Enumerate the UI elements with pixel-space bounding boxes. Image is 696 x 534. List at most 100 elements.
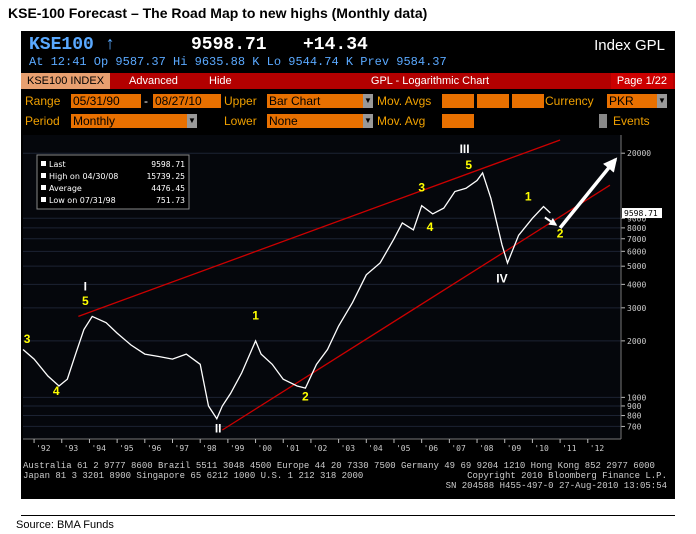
x-tick-label: '11 <box>562 444 577 453</box>
wave-label-minor: 5 <box>82 294 89 308</box>
range-label: Range <box>25 94 61 108</box>
settings-row-1: Range 05/31/90 - 08/27/10 Upper Bar Char… <box>21 93 675 111</box>
x-tick-label: '01 <box>285 444 300 453</box>
legend-label: High on 04/30/08 <box>49 172 118 181</box>
legend-value: 4476.45 <box>151 184 185 193</box>
wave-label-minor: 5 <box>465 158 472 172</box>
x-tick-label: '07 <box>451 444 466 453</box>
legend-value: 751.73 <box>156 196 185 205</box>
upper-dropdown-icon[interactable]: ▼ <box>363 94 373 108</box>
x-tick-label: '94 <box>91 444 106 453</box>
x-tick-label: '06 <box>424 444 439 453</box>
range-to-input[interactable]: 08/27/10 <box>153 94 221 108</box>
chart-type-title: GPL - Logarithmic Chart <box>370 75 490 87</box>
ticker-symbol: KSE100 ↑ <box>29 35 116 55</box>
channel-lower-line <box>221 184 611 431</box>
mov-avg-label: Mov. Avg <box>377 114 426 128</box>
currency-label: Currency <box>545 94 594 108</box>
y-tick-label: 700 <box>627 422 642 431</box>
last-price-tag <box>622 208 662 219</box>
wave-label-major: IV <box>496 271 507 285</box>
currency-dropdown-icon[interactable]: ▼ <box>657 94 667 108</box>
legend-label: Low on 07/31/98 <box>49 196 116 205</box>
settings-row-2: Period Monthly ▼ Lower None ▼ Mov. Avg E… <box>21 113 675 131</box>
y-tick-label: 5000 <box>627 262 646 271</box>
index-name: Index GPL <box>594 37 665 54</box>
contact-footer-2: Japan 81 3 3201 8900 Singapore 65 6212 1… <box>23 471 364 481</box>
last-price-tag-label: 9598.71 <box>624 209 658 218</box>
x-tick-label: '09 <box>507 444 522 453</box>
wave-label-minor: 4 <box>53 384 60 398</box>
x-tick-label: '00 <box>258 444 273 453</box>
lower-select[interactable]: None <box>267 114 363 128</box>
y-tick-label: 20000 <box>627 149 651 158</box>
period-dropdown-icon[interactable]: ▼ <box>187 114 197 128</box>
y-tick-label: 7000 <box>627 235 646 244</box>
y-tick-label: 9000 <box>627 214 646 223</box>
forecast-arrow <box>558 157 618 229</box>
copyright: Copyright 2010 Bloomberg Finance L.P. <box>467 471 667 481</box>
y-tick-label: 4000 <box>627 280 646 289</box>
wave-label-minor: 3 <box>418 180 425 194</box>
legend-value: 9598.71 <box>151 160 185 169</box>
x-tick-label: '03 <box>341 444 356 453</box>
price-change: +14.34 <box>303 35 368 55</box>
mov-avgs-input-2[interactable] <box>477 94 509 108</box>
upper-label: Upper <box>224 94 257 108</box>
wave-label-minor: 2 <box>557 227 564 241</box>
tab-kse100-index[interactable]: KSE100 INDEX <box>21 73 111 89</box>
legend-marker <box>41 161 46 166</box>
x-tick-label: '95 <box>119 444 134 453</box>
pullback-arrow <box>544 216 558 226</box>
tab-hide[interactable]: Hide <box>209 75 232 87</box>
period-select[interactable]: Monthly <box>71 114 187 128</box>
wave-label-major: I <box>84 280 87 294</box>
page-title: KSE-100 Forecast – The Road Map to new h… <box>8 5 428 21</box>
lower-dropdown-icon[interactable]: ▼ <box>363 114 373 128</box>
x-tick-label: '12 <box>590 444 605 453</box>
y-tick-label: 2000 <box>627 337 646 346</box>
period-label: Period <box>25 114 60 128</box>
currency-select[interactable]: PKR <box>607 94 657 108</box>
page-indicator[interactable]: Page 1/22 <box>610 73 673 89</box>
wave-label-minor: 3 <box>24 332 31 346</box>
events-checkbox[interactable] <box>599 114 607 128</box>
wave-label-major: II <box>215 421 222 435</box>
x-tick-label: '08 <box>479 444 494 453</box>
x-tick-label: '10 <box>534 444 549 453</box>
legend-box <box>36 154 190 210</box>
events-label[interactable]: Events <box>613 114 650 128</box>
y-tick-label: 900 <box>627 402 642 411</box>
legend-label: Average <box>49 184 82 193</box>
mov-avg-input[interactable] <box>442 114 474 128</box>
price-series-line <box>22 171 551 421</box>
legend-marker <box>41 197 46 202</box>
y-tick-label: 8000 <box>627 224 646 233</box>
y-tick-label: 1000 <box>627 393 646 402</box>
x-tick-label: '98 <box>202 444 217 453</box>
range-from-input[interactable]: 05/31/90 <box>71 94 141 108</box>
x-tick-label: '04 <box>368 444 383 453</box>
serial-timestamp: SN 204588 H455-497-0 27-Aug-2010 13:05:5… <box>445 481 667 491</box>
legend-marker <box>41 185 46 190</box>
lower-label: Lower <box>224 114 257 128</box>
wave-label-minor: 1 <box>525 189 532 203</box>
upper-select[interactable]: Bar Chart <box>267 94 363 108</box>
mov-avgs-label: Mov. Avgs <box>377 94 432 108</box>
y-tick-label: 6000 <box>627 247 646 256</box>
wave-label-major: III <box>460 142 470 156</box>
mov-avgs-input-1[interactable] <box>442 94 474 108</box>
x-tick-label: '02 <box>313 444 328 453</box>
source-note: Source: BMA Funds <box>16 519 114 531</box>
last-price: 9598.71 <box>191 35 267 55</box>
legend-marker <box>41 173 46 178</box>
wave-label-minor: 1 <box>252 308 259 322</box>
tab-advanced[interactable]: Advanced <box>129 75 178 87</box>
wave-label-minor: 2 <box>302 390 309 404</box>
legend-label: Last <box>49 160 66 169</box>
quote-line: At 12:41 Op 9587.37 Hi 9635.88 K Lo 9544… <box>29 55 447 69</box>
bloomberg-terminal: KSE100 ↑ 9598.71 +14.34 Index GPL At 12:… <box>21 31 675 499</box>
contact-footer-1: Australia 61 2 9777 8600 Brazil 5511 304… <box>23 461 655 471</box>
mov-avgs-input-3[interactable] <box>512 94 544 108</box>
